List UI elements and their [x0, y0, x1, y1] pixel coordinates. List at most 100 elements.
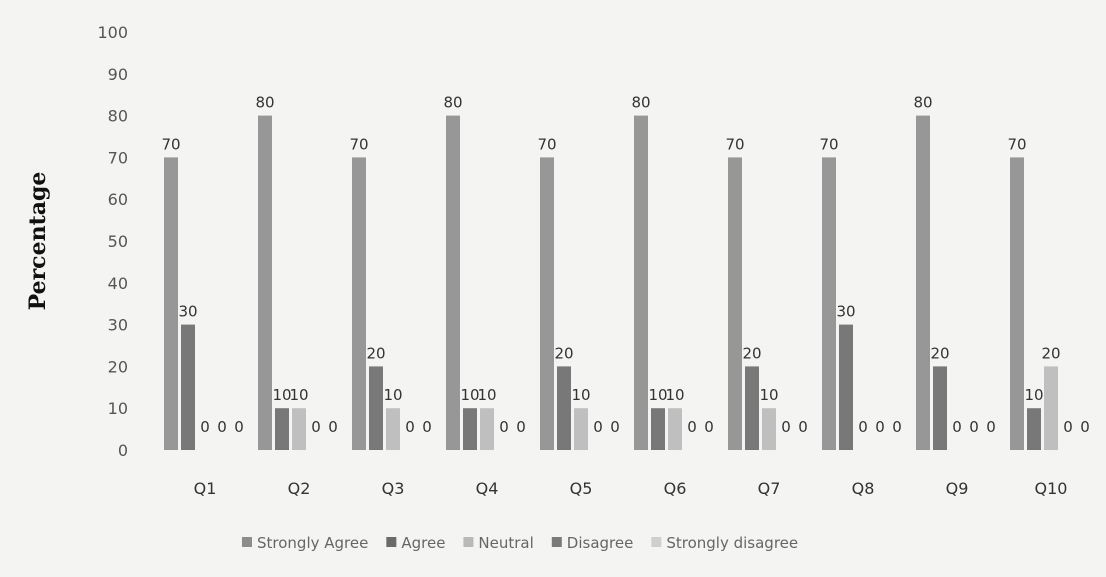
data-label: 0 [952, 418, 962, 436]
data-label: 0 [798, 418, 808, 436]
bar-agree-q8 [839, 324, 853, 450]
legend-swatch [463, 537, 474, 547]
bar-agree-q1 [181, 324, 195, 450]
legend-item: Agree [386, 534, 445, 552]
x-tick-label: Q10 [1035, 479, 1068, 498]
legend-item: Disagree [551, 534, 633, 552]
bar-agree-q4 [463, 408, 477, 450]
y-tick-label: 50 [108, 232, 128, 251]
y-tick-label: 60 [108, 190, 128, 209]
bar-agree-q3 [369, 366, 383, 450]
data-label: 80 [255, 94, 274, 112]
y-tick-label: 90 [108, 65, 128, 84]
data-label: 0 [781, 418, 791, 436]
data-label: 30 [178, 303, 197, 321]
x-tick-label: Q3 [382, 479, 405, 498]
data-label: 0 [969, 418, 979, 436]
data-label: 0 [234, 418, 244, 436]
data-label: 0 [858, 418, 868, 436]
x-tick-label: Q7 [758, 479, 781, 498]
data-label: 20 [1041, 344, 1060, 362]
legend: Strongly Agree Agree Neutral Disagree Strong… [242, 534, 798, 552]
data-label: 10 [648, 386, 667, 404]
y-tick-label: 0 [118, 441, 128, 460]
bar-neutral-q4 [480, 408, 494, 450]
legend-label: Strongly disagree [666, 534, 798, 552]
bar-strongly-agree-q9 [916, 115, 930, 450]
y-tick-label: 10 [108, 399, 128, 418]
data-label: 70 [725, 135, 744, 153]
x-tick-label: Q1 [194, 479, 217, 498]
data-label: 0 [704, 418, 714, 436]
data-label: 0 [875, 418, 885, 436]
legend-label: Strongly Agree [257, 534, 368, 552]
data-label: 20 [742, 344, 761, 362]
bars [164, 115, 1058, 450]
legend-label: Neutral [478, 534, 533, 552]
legend-swatch [242, 537, 252, 547]
bar-strongly-agree-q8 [822, 157, 836, 450]
data-label: 80 [443, 94, 462, 112]
legend-swatch [651, 537, 662, 547]
data-label: 0 [1063, 418, 1073, 436]
data-label: 70 [349, 135, 368, 153]
legend-item: Strongly disagree [651, 534, 798, 552]
bar-neutral-q3 [386, 408, 400, 450]
data-label: 0 [892, 418, 902, 436]
bar-agree-q2 [275, 408, 289, 450]
y-axis-ticks: 0 10 20 30 40 50 60 70 80 90 100 [97, 23, 128, 460]
data-label: 0 [986, 418, 996, 436]
data-label: 0 [499, 418, 509, 436]
data-label: 70 [1007, 135, 1026, 153]
x-tick-label: Q2 [288, 479, 311, 498]
data-label: 10 [383, 386, 402, 404]
y-tick-label: 40 [108, 274, 128, 293]
data-label: 20 [930, 344, 949, 362]
x-axis-ticks: Q1 Q2 Q3 Q4 Q5 Q6 Q7 Q8 Q9 Q10 [194, 479, 1068, 498]
data-label: 70 [161, 135, 180, 153]
data-label: 0 [405, 418, 415, 436]
data-label: 0 [200, 418, 210, 436]
bar-strongly-agree-q2 [258, 115, 272, 450]
data-label: 10 [665, 386, 684, 404]
data-label: 10 [759, 386, 778, 404]
data-label: 20 [366, 344, 385, 362]
data-label: 20 [554, 344, 573, 362]
legend-item: Neutral [463, 534, 534, 552]
bar-agree-q6 [651, 408, 665, 450]
y-axis-title: Percentage [25, 172, 51, 311]
data-label: 10 [289, 386, 308, 404]
y-tick-label: 100 [97, 23, 128, 42]
data-label: 0 [1080, 418, 1090, 436]
data-label: 30 [836, 303, 855, 321]
bar-neutral-q6 [668, 408, 682, 450]
data-label: 0 [328, 418, 338, 436]
bar-agree-q9 [933, 366, 947, 450]
bar-strongly-agree-q7 [728, 157, 742, 450]
bar-agree-q5 [557, 366, 571, 450]
data-label: 80 [631, 94, 650, 112]
data-label: 70 [819, 135, 838, 153]
x-tick-label: Q5 [570, 479, 593, 498]
legend-swatch [386, 537, 397, 547]
x-tick-label: Q9 [946, 479, 969, 498]
legend-item: Strongly Agree [242, 534, 368, 552]
data-label: 0 [311, 418, 321, 436]
data-label: 70 [537, 135, 556, 153]
data-label: 10 [272, 386, 291, 404]
y-axis-title-text: Percentage [25, 172, 51, 311]
bar-agree-q10 [1027, 408, 1041, 450]
y-tick-label: 70 [108, 148, 128, 167]
bar-agree-q7 [745, 366, 759, 450]
bar-strongly-agree-q5 [540, 157, 554, 450]
bar-neutral-q5 [574, 408, 588, 450]
data-label: 0 [516, 418, 526, 436]
data-label: 10 [460, 386, 479, 404]
data-label: 0 [422, 418, 432, 436]
data-label: 10 [1024, 386, 1043, 404]
bar-strongly-agree-q3 [352, 157, 366, 450]
y-tick-label: 30 [108, 316, 128, 335]
data-label: 10 [571, 386, 590, 404]
